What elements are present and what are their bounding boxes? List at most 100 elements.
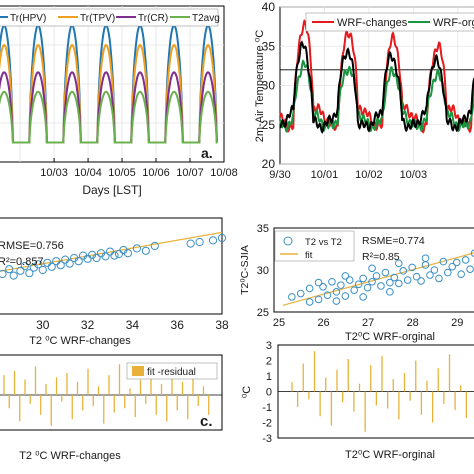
panel-d-y-ticks: 25 30 35 [257,223,269,319]
fit-line [0,231,223,272]
panel-a-x-ticks: 10/03 10/04 10/05 10/06 10/07 10/08 [40,158,238,179]
panel-c-scatter [0,231,227,280]
scatter-point [470,249,474,257]
panel-d-scatter [282,249,474,306]
scatter-point [430,266,439,274]
panel-c-rmse: RMSE=0.756 [0,240,64,252]
y-tick-label: -2 [262,418,272,430]
panel-a-xlabel: Days [LST] [82,183,141,197]
scatter-point [386,278,394,287]
scatter-point [186,239,195,248]
scatter-point [354,280,363,289]
series-line-2 [0,71,218,144]
legend-label-t2avg: T2avg [192,13,220,24]
panel-c-residual-bars [0,364,222,426]
scatter-point [332,288,341,296]
scatter-point [16,266,25,275]
scatter-point [328,277,336,286]
scatter-point [363,283,372,292]
scatter-point [452,258,461,267]
x-tick-label: 9/30 [269,169,290,181]
series-line-1 [0,43,218,144]
scatter-point [288,293,296,301]
scatter-point [444,268,452,277]
x-tick-label: 10/07 [176,167,204,179]
scatter-point [56,261,65,270]
scatter-point [323,291,332,300]
panel-b-lines [279,19,474,134]
scatter-point [305,284,314,293]
scatter-point [38,265,47,275]
panel-c-x-ticks: 30 32 34 36 38 [36,318,229,332]
scatter-point [412,272,421,281]
scatter-point [0,269,7,279]
panel-d-xlabel: T2⁰C WRF-orginal [345,331,435,343]
scatter-point [217,233,227,243]
x-tick-label: 10/04 [74,167,102,179]
scatter-point [20,261,29,271]
panel-d-ylabel: T2⁰C-SJIA [239,245,251,295]
panel-b-y-ticks: 20 25 30 35 40 [262,0,276,171]
x-tick-label: 38 [215,318,229,332]
y-tick-label: 25 [257,307,269,319]
x-tick-label: 26 [317,317,329,329]
scatter-point [403,276,412,284]
panel-d-legend-fit: fit [305,250,313,261]
scatter-point [332,297,341,305]
y-tick-label: 2 [266,356,272,368]
scatter-point [101,252,110,261]
scatter-point [25,269,34,278]
scatter-point [305,298,314,306]
x-tick-label: 29 [451,317,463,329]
panel-d-residual-xlabel: T2⁰C WRF-orginal [345,449,435,461]
y-tick-label: 0 [266,387,272,399]
scatter-point [461,256,470,264]
panel-c-label: c. [200,413,213,430]
x-tick-label: 10/02 [355,169,383,181]
x-tick-label: 32 [81,318,95,332]
scatter-point [341,292,350,300]
scatter-point [417,277,425,285]
scatter-point [9,271,18,280]
panel-d-residual-y-ticks: 3 2 1 0 -1 -2 -3 [262,340,272,445]
y-tick-label: 25 [262,118,276,132]
y-tick-label: 40 [262,0,276,14]
legend-label-wrf-orginal: WRF-orginal [433,17,474,29]
panel-b-x-ticks: 9/30 10/01 10/02 10/03 [269,169,427,181]
x-tick-label: 10/03 [400,169,428,181]
scatter-point [350,286,359,294]
panel-c-residual-legend-label: fit -residual [147,367,196,378]
y-tick-label: 30 [257,265,269,277]
series-line-3 [0,90,218,144]
scatter-point [372,272,381,280]
x-tick-label: 10/05 [108,167,136,179]
scatter-point [381,268,390,277]
panel-b-legend: WRF-changes WRF-orginal [305,12,474,32]
scatter-point [34,260,43,269]
x-tick-label: 34 [126,318,140,332]
scatter-point [359,293,367,301]
legend-label-cr: Tr(CR) [138,13,168,24]
panel-c: RMSE=0.756 R²=0.857 30 32 34 36 38 T2 ⁰C WRF… [0,217,229,462]
scatter-point [341,272,350,280]
scatter-point [394,279,403,288]
scatter-point [345,276,354,284]
scatter-point [337,281,345,289]
panel-d-legend: T2 vs T2 fit [274,230,355,262]
y-tick-label: 3 [266,340,272,352]
panel-d-legend-points: T2 vs T2 [305,237,342,248]
scatter-point [439,257,448,266]
scatter-point [368,264,376,273]
scatter-point [394,259,403,268]
scatter-point [426,271,434,279]
scatter-point [359,274,367,283]
scatter-point [110,251,119,260]
x-tick-label: 10/01 [311,169,339,181]
y-tick-label: 30 [262,79,276,93]
panel-b-grid [280,6,474,165]
scatter-point [296,289,305,298]
panel-b-ylabel: 2m-Air Temperature ⁰C [254,30,266,142]
scatter-point [457,270,465,279]
x-tick-label: 10/08 [210,167,238,179]
